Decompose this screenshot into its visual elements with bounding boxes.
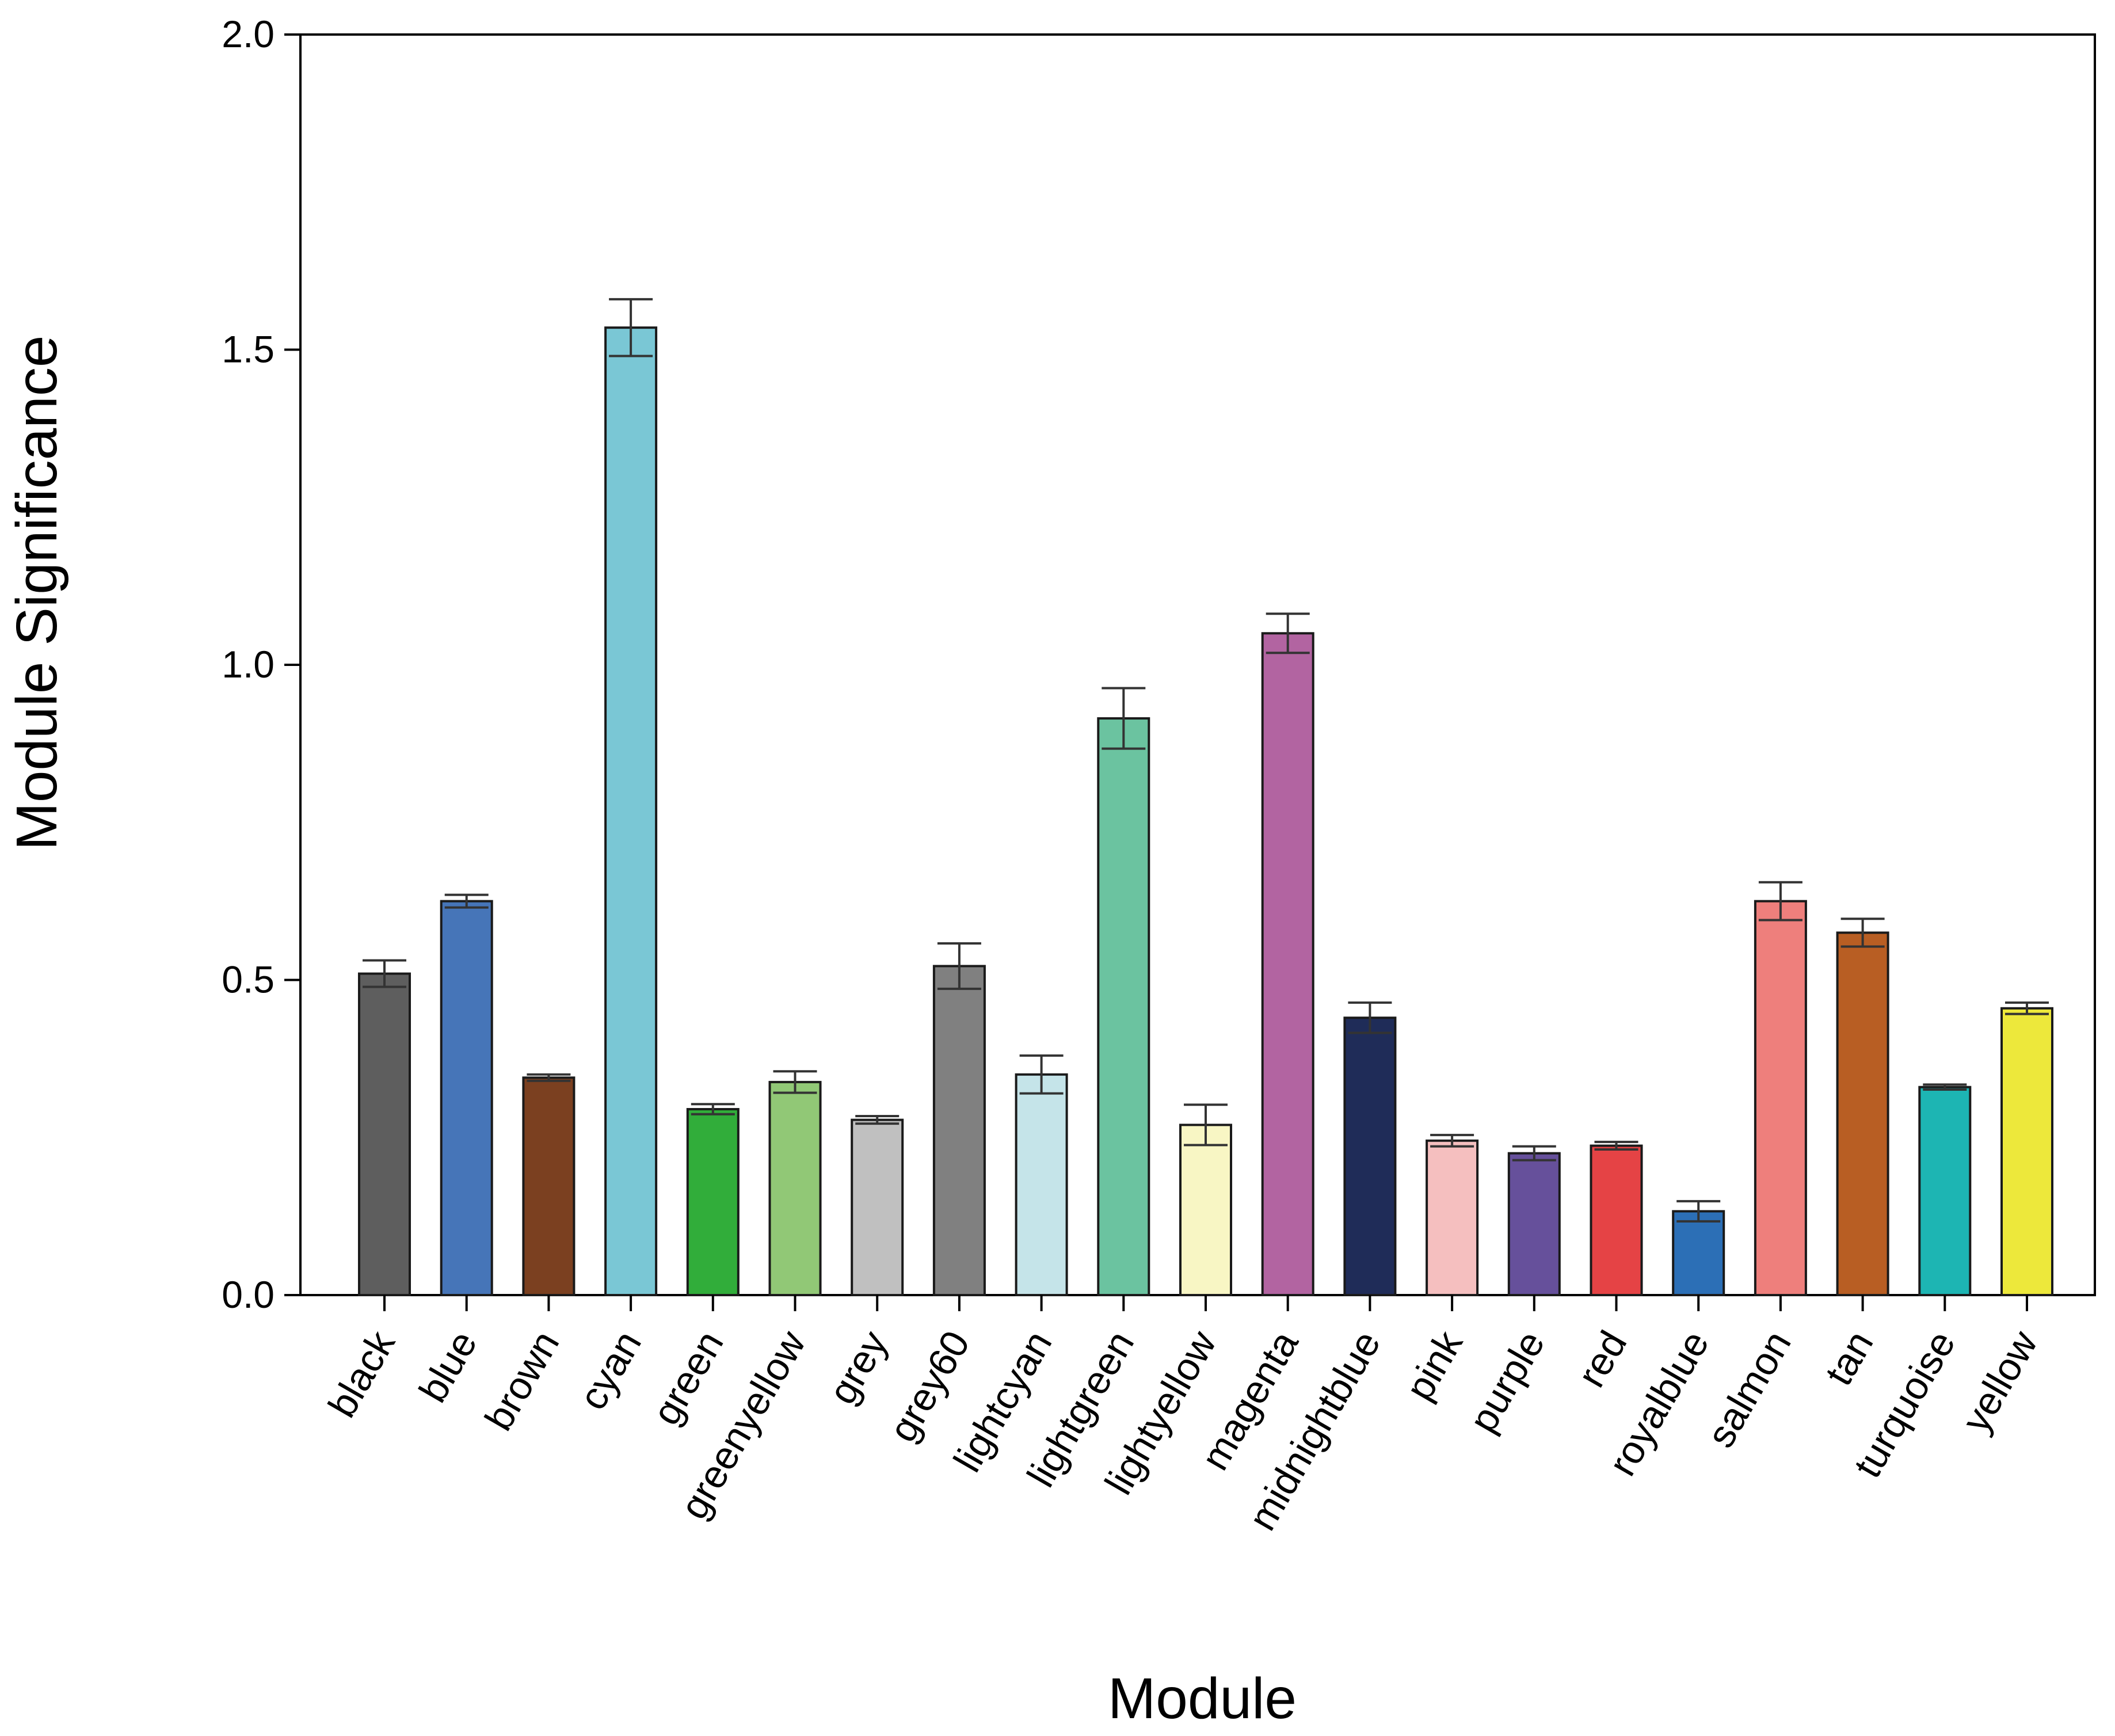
x-axis-title: Module [1108,1666,1297,1731]
error-bar-greenyellow [773,1070,817,1094]
bar-grey [851,1118,904,1296]
bar-lightyellow [1179,1124,1232,1296]
bars-group [358,326,2053,1297]
bar-blue [440,900,493,1296]
error-bar-tan [1840,918,1885,948]
bar-black [358,972,411,1297]
error-bar-royalblue [1676,1200,1721,1223]
x-tick-label-tan: tan [1817,1324,1882,1393]
y-tick-label: 1.5 [222,328,275,371]
x-tick-label-grey: grey [820,1324,896,1412]
bar-brown [522,1076,576,1296]
x-tick-label-black: black [320,1323,404,1425]
error-bar-green [691,1103,735,1116]
error-bar-grey60 [937,942,981,990]
bar-royalblue [1672,1210,1725,1296]
y-tick-label: 2.0 [222,13,275,55]
y-tick-label: 0.5 [222,958,275,1001]
x-tick-label-salmon: salmon [1698,1324,1799,1455]
error-bar-brown [527,1073,571,1082]
bar-pink [1426,1139,1479,1296]
x-tick-label-cyan: cyan [570,1324,650,1417]
y-axis: 0.0 0.5 1.0 1.5 2.0 [222,13,300,1316]
error-bar-yellow [2005,1001,2049,1015]
bar-tan [1836,931,1889,1296]
y-tick-label: 1.0 [222,643,275,686]
error-bar-cyan [609,298,653,357]
x-tick-label-purple: purple [1461,1324,1553,1440]
error-bar-blue [444,893,489,909]
error-bar-turquoise [1923,1083,1967,1091]
error-bar-pink [1430,1133,1474,1148]
bar-salmon [1754,900,1807,1296]
bar-lightcyan [1015,1073,1068,1296]
bar-red [1590,1144,1643,1296]
error-bar-lightcyan [1019,1054,1064,1095]
bar-yellow [2000,1007,2053,1297]
error-bar-salmon [1758,881,1802,922]
x-tick-label-brown: brown [477,1324,567,1438]
error-bar-grey [855,1115,900,1125]
bar-green [686,1107,740,1296]
error-bar-midnightblue [1348,1001,1392,1034]
bar-cyan [604,326,658,1296]
y-axis-title: Module Significance [5,336,69,851]
y-tick-label: 0.0 [222,1273,275,1316]
bar-magenta [1261,632,1314,1296]
bar-greenyellow [768,1080,822,1296]
bar-purple [1507,1152,1561,1296]
x-tick-label-pink: pink [1397,1323,1472,1408]
error-bar-lightgreen [1102,687,1146,750]
error-bar-red [1594,1140,1638,1151]
error-bar-purple [1512,1145,1556,1162]
bar-turquoise [1918,1086,1972,1297]
x-tick-label-blue: blue [411,1324,486,1410]
x-tick-label-yellow: yellow [1954,1323,2047,1440]
bar-midnightblue [1343,1017,1397,1296]
error-bar-magenta [1266,612,1310,654]
bar-lightgreen [1097,717,1150,1296]
bar-grey60 [932,965,986,1297]
x-tick-label-green: green [644,1324,732,1433]
error-bar-lightyellow [1184,1103,1228,1147]
error-bars-group [363,298,2049,1223]
x-tick-label-red: red [1569,1324,1636,1395]
error-bar-black [363,959,406,988]
